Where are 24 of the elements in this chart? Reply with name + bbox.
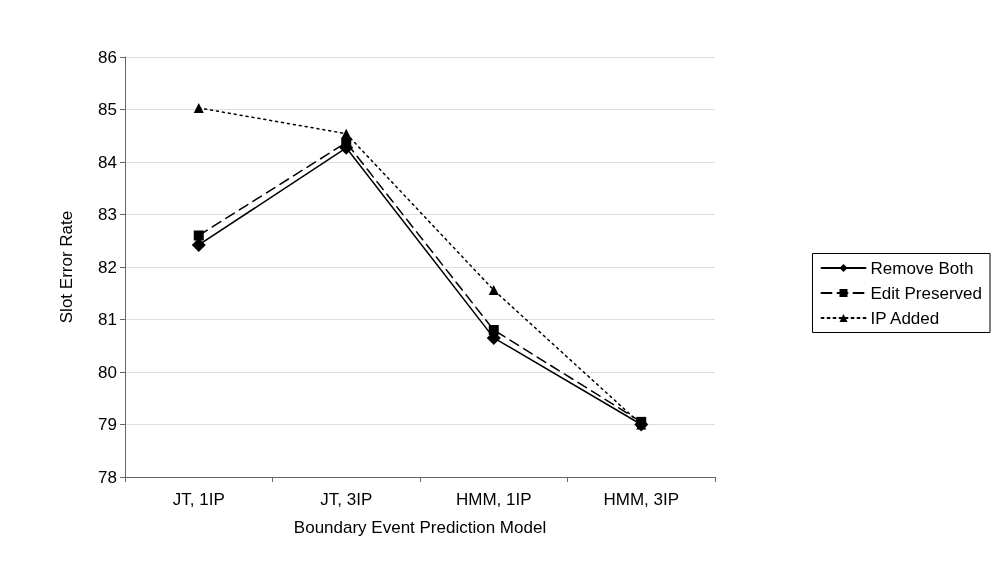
- x-tick-label: HMM, 1IP: [455, 490, 532, 509]
- y-tick-label: 81: [98, 310, 117, 329]
- x-tick-label: JT, 1IP: [172, 490, 225, 509]
- y-tick-label: 83: [98, 205, 117, 224]
- y-tick-label: 85: [98, 100, 117, 119]
- point: [488, 285, 499, 296]
- point: [341, 137, 352, 148]
- y-tick-label: 79: [98, 415, 117, 434]
- x-tick-label: JT, 3IP: [320, 490, 373, 509]
- point: [341, 128, 352, 139]
- legend-label: IP Added: [870, 308, 940, 328]
- point: [193, 102, 204, 113]
- point: [193, 230, 204, 241]
- y-tick-label: 84: [98, 152, 117, 172]
- y-axis-title: Slot Error Rate: [57, 210, 76, 324]
- point: [488, 325, 499, 335]
- legend-label: Edit Preserved: [870, 283, 982, 303]
- y-tick-label: 86: [98, 47, 117, 67]
- y-tick-label: 82: [98, 257, 117, 277]
- y-tick-label: 78: [98, 467, 117, 487]
- y-tick-label: 80: [98, 362, 117, 382]
- legend-label: Remove Both: [870, 258, 974, 278]
- x-tick-label: HMM, 3IP: [603, 490, 680, 509]
- x-axis-title: Boundary Event Prediction Model: [293, 518, 547, 537]
